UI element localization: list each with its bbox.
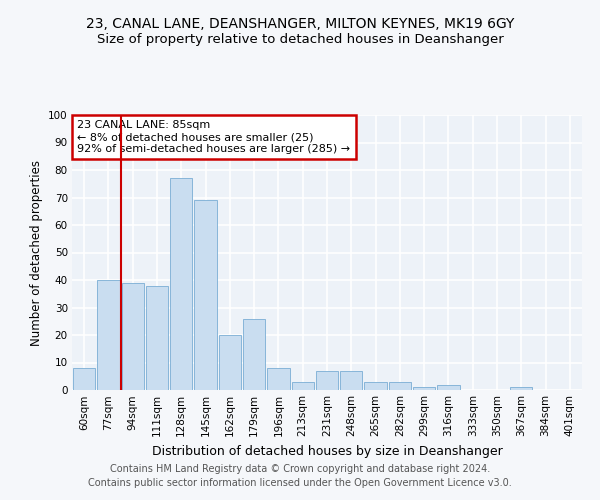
Bar (73, 368, 95, 390)
Bar (243, 318, 265, 390)
Text: 23, CANAL LANE, DEANSHANGER, MILTON KEYNES, MK19 6GY: 23, CANAL LANE, DEANSHANGER, MILTON KEYN… (86, 18, 514, 32)
Bar (267, 368, 290, 390)
Bar (292, 382, 314, 390)
Bar (316, 371, 338, 390)
Text: Contains HM Land Registry data © Crown copyright and database right 2024.
Contai: Contains HM Land Registry data © Crown c… (88, 464, 512, 487)
Y-axis label: Number of detached properties: Number of detached properties (29, 160, 43, 346)
Bar (389, 382, 411, 390)
Bar (437, 384, 460, 390)
X-axis label: Distribution of detached houses by size in Deanshanger: Distribution of detached houses by size … (152, 444, 502, 458)
Bar (364, 382, 387, 390)
Bar (218, 335, 241, 390)
Bar (122, 283, 144, 390)
Bar (97, 280, 119, 390)
Text: 23 CANAL LANE: 85sqm
← 8% of detached houses are smaller (25)
92% of semi-detach: 23 CANAL LANE: 85sqm ← 8% of detached ho… (77, 120, 350, 154)
Text: Size of property relative to detached houses in Deanshanger: Size of property relative to detached ho… (97, 32, 503, 46)
Bar (170, 178, 193, 390)
Bar (413, 387, 436, 390)
Bar (146, 286, 168, 390)
Bar (510, 387, 532, 390)
Bar (194, 200, 217, 390)
Bar (340, 371, 362, 390)
